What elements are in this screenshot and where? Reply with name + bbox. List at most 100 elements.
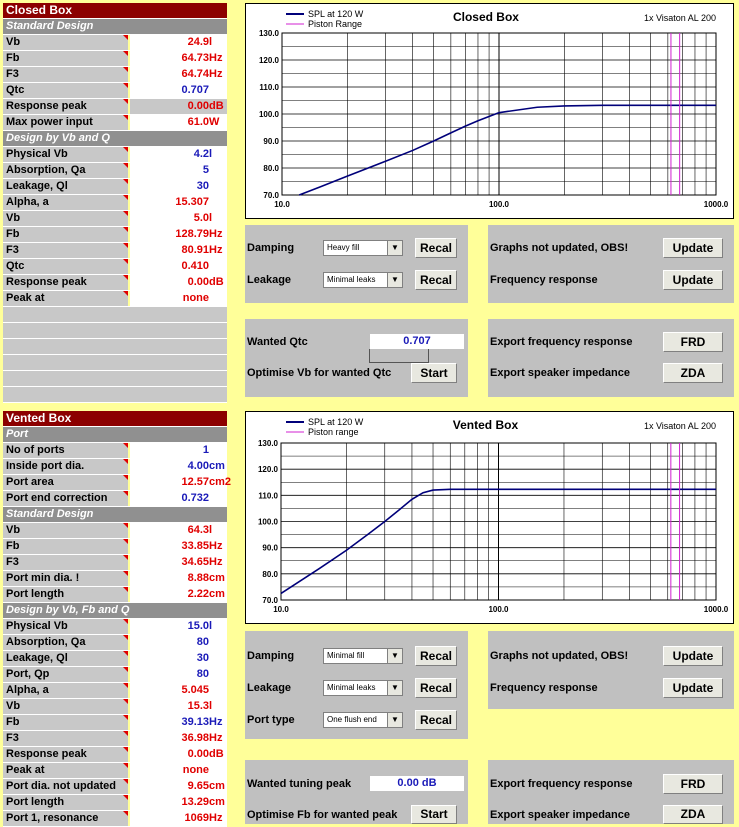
chevron-down-icon[interactable]: ▼ bbox=[387, 273, 402, 287]
param-label: Alpha, a bbox=[3, 683, 128, 698]
param-label: Response peak bbox=[3, 275, 128, 290]
param-row: Port 1, resonance 1069 Hz bbox=[3, 811, 227, 827]
param-row: Port min dia. ! 8.88 cm bbox=[3, 571, 227, 587]
vented-update-panel: Graphs not updated, OBS! Update Frequenc… bbox=[488, 631, 734, 709]
damping-select[interactable]: Heavy fill ▼ bbox=[323, 240, 403, 256]
param-row: Inside port dia. 4.00 cm bbox=[3, 459, 227, 475]
param-label: Fb bbox=[3, 51, 128, 66]
y-tick-label: 100.0 bbox=[258, 518, 279, 527]
chevron-down-icon[interactable]: ▼ bbox=[387, 241, 402, 255]
param-value[interactable]: 4.2 l bbox=[130, 147, 227, 162]
param-label: Alpha, a bbox=[3, 195, 128, 210]
x-tick-label: 10.0 bbox=[273, 605, 289, 614]
param-label: Port area bbox=[3, 475, 128, 490]
param-label: Port min dia. ! bbox=[3, 571, 128, 586]
frequency-update-button[interactable]: Update bbox=[663, 270, 723, 290]
graphs-update-button[interactable]: Update bbox=[663, 238, 723, 258]
y-tick-label: 70.0 bbox=[263, 191, 279, 200]
param-row: Port end correction 0.732 bbox=[3, 491, 227, 507]
damping-select[interactable]: Minimal fill ▼ bbox=[323, 648, 403, 664]
section-title: Closed Box bbox=[3, 3, 227, 19]
chevron-down-icon[interactable]: ▼ bbox=[387, 713, 402, 727]
section-header-text: Vented Box bbox=[6, 411, 72, 425]
wanted-tuning-peak-input[interactable]: 0.00 dB bbox=[370, 776, 464, 791]
port-type-select[interactable]: One flush end ▼ bbox=[323, 712, 403, 728]
vented-box-chart-svg: 130.0 120.0 110.0 100.0 90.0 80.0 70.010.0 100.… bbox=[258, 417, 729, 614]
param-row: Fb 64.73 Hz bbox=[3, 51, 227, 67]
section-header-text: Design by Vb, Fb and Q bbox=[6, 604, 130, 616]
export-frd-button[interactable]: FRD bbox=[663, 774, 723, 794]
param-label: Port 1, resonance bbox=[3, 811, 128, 826]
param-row: Response peak 0.00 dB bbox=[3, 747, 227, 763]
wanted-qtc-input[interactable]: 0.707 bbox=[370, 334, 464, 349]
graphs-update-button[interactable]: Update bbox=[663, 646, 723, 666]
damping-recal-button[interactable]: Recal bbox=[415, 646, 457, 666]
optimise-fb-label: Optimise Fb for wanted peak bbox=[247, 809, 398, 821]
param-value: 0.00 dB bbox=[130, 275, 227, 290]
leakage-recal-button[interactable]: Recal bbox=[415, 270, 457, 290]
param-row: F3 64.74 Hz bbox=[3, 67, 227, 83]
leakage-select[interactable]: Minimal leaks ▼ bbox=[323, 272, 403, 288]
frequency-response-label: Frequency response bbox=[490, 274, 598, 286]
y-tick-label: 90.0 bbox=[262, 544, 278, 553]
blank-row bbox=[3, 339, 227, 355]
chevron-down-icon[interactable]: ▼ bbox=[387, 681, 402, 695]
blank-row bbox=[3, 323, 227, 339]
param-row: Vb 24.9 l bbox=[3, 35, 227, 51]
param-row: Max power input 61.0 W bbox=[3, 115, 227, 131]
param-value[interactable]: 80 bbox=[130, 667, 227, 682]
param-label: Response peak bbox=[3, 99, 128, 114]
y-tick-label: 80.0 bbox=[262, 570, 278, 579]
param-value[interactable]: 80 bbox=[130, 635, 227, 650]
x-tick-label: 100.0 bbox=[488, 605, 509, 614]
vented-damping-panel: Damping Minimal fill ▼ Recal Leakage Mini… bbox=[245, 631, 468, 739]
export-frd-button[interactable]: FRD bbox=[663, 332, 723, 352]
param-label: Qtc bbox=[3, 83, 128, 98]
port-type-recal-button[interactable]: Recal bbox=[415, 710, 457, 730]
x-tick-label: 100.0 bbox=[489, 200, 510, 209]
param-label: Response peak bbox=[3, 747, 128, 762]
param-value[interactable]: 0.732 bbox=[130, 491, 227, 506]
param-value: 9.65 cm bbox=[130, 779, 227, 794]
param-label: Port length bbox=[3, 795, 128, 810]
chevron-down-icon[interactable]: ▼ bbox=[387, 649, 402, 663]
param-label: Absorption, Qa bbox=[3, 635, 128, 650]
param-row: Vb 5.0 l bbox=[3, 211, 227, 227]
param-value[interactable]: 4.00 cm bbox=[130, 459, 227, 474]
param-value[interactable]: 1 bbox=[130, 443, 227, 458]
section-header-text: Design by Vb and Q bbox=[6, 132, 110, 144]
param-row: Alpha, a 15.307 bbox=[3, 195, 227, 211]
param-value[interactable]: 0.707 bbox=[130, 83, 227, 98]
param-row: Absorption, Qa 5 bbox=[3, 163, 227, 179]
param-label: Vb bbox=[3, 35, 128, 50]
optimise-start-button[interactable]: Start bbox=[411, 805, 457, 824]
param-value: 0.00 dB bbox=[130, 99, 227, 114]
export-imp-label: Export speaker impedance bbox=[490, 809, 631, 821]
export-zda-button[interactable]: ZDA bbox=[663, 363, 723, 383]
blank-row bbox=[3, 371, 227, 387]
param-value[interactable]: 30 bbox=[130, 651, 227, 666]
section-header: Standard Design bbox=[3, 507, 227, 523]
optimise-start-button[interactable]: Start bbox=[411, 363, 457, 383]
y-tick-label: 90.0 bbox=[263, 137, 279, 146]
closed-export-panel: Export frequency response FRD Export spe… bbox=[488, 319, 734, 397]
param-value[interactable]: 15.0 l bbox=[130, 619, 227, 634]
param-value: 33.85 Hz bbox=[130, 539, 227, 554]
leakage-recal-button[interactable]: Recal bbox=[415, 678, 457, 698]
section-title: Vented Box bbox=[3, 411, 227, 427]
param-row: Vb 64.3 l bbox=[3, 523, 227, 539]
param-label: F3 bbox=[3, 555, 128, 570]
closed-box-chart-svg: 130.0 120.0 110.0 100.0 90.0 80.0 70.010.0 100.… bbox=[259, 9, 729, 209]
param-value[interactable]: 30 bbox=[130, 179, 227, 194]
frequency-update-button[interactable]: Update bbox=[663, 678, 723, 698]
param-value: 1069 Hz bbox=[130, 811, 227, 826]
param-value[interactable]: 5 bbox=[130, 163, 227, 178]
chart-title: Vented Box bbox=[453, 418, 519, 432]
damping-recal-button[interactable]: Recal bbox=[415, 238, 457, 258]
legend-spl: SPL at 120 W bbox=[308, 9, 364, 19]
closed-damping-panel: Damping Heavy fill ▼ Recal Leakage Minima… bbox=[245, 225, 468, 303]
param-value[interactable]: 39.13 Hz bbox=[130, 715, 227, 730]
export-zda-button[interactable]: ZDA bbox=[663, 805, 723, 824]
leakage-select[interactable]: Minimal leaks ▼ bbox=[323, 680, 403, 696]
blank-row bbox=[3, 387, 227, 403]
